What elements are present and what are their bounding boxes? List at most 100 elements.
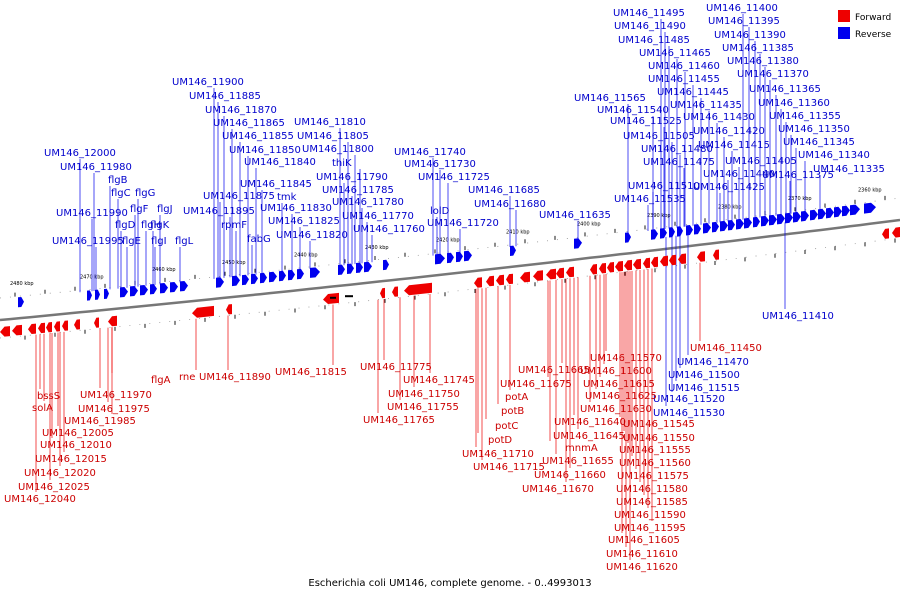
forward-gene-arrow xyxy=(28,323,36,334)
reverse-gene-label: flgG xyxy=(135,188,155,199)
reverse-gene-label: UM146_11340 xyxy=(798,150,870,161)
forward-gene-arrow xyxy=(882,228,889,239)
reverse-gene-label: UM146_11685 xyxy=(468,185,540,196)
reverse-gene-label: UM146_11635 xyxy=(539,210,611,221)
reverse-gene-label: UM146_11500 xyxy=(668,370,740,381)
forward-gene-label: UM146_11755 xyxy=(387,402,459,413)
reverse-gene-arrow xyxy=(801,210,809,222)
kbp-tick-label: 2450 kbp xyxy=(222,260,246,266)
forward-gene-label: UM146_11600 xyxy=(580,366,652,377)
reverse-gene-label: flgL xyxy=(175,236,194,247)
forward-gene-arrow xyxy=(599,263,606,274)
reverse-gene-label: UM146_11535 xyxy=(614,194,686,205)
reverse-gene-arrow xyxy=(338,264,345,275)
forward-gene-arrow xyxy=(54,321,60,332)
reverse-gene-label: flgJ xyxy=(157,204,173,215)
forward-gene-label: UM146_11590 xyxy=(614,510,686,521)
reverse-gene-arrow xyxy=(279,270,286,282)
forward-gene-label: UM146_11660 xyxy=(534,470,606,481)
forward-gene-arrow xyxy=(713,249,719,260)
reverse-gene-label: UM146_11445 xyxy=(657,87,729,98)
marker xyxy=(345,295,353,298)
forward-gene-label: UM146_11580 xyxy=(616,484,688,495)
forward-gene-label: UM146_11675 xyxy=(500,379,572,390)
reverse-gene-arrow xyxy=(87,290,92,301)
forward-gene-label: UM146_11710 xyxy=(462,449,534,460)
forward-gene-label: UM146_11610 xyxy=(606,549,678,560)
reverse-gene-label: rpmF xyxy=(221,220,247,231)
forward-gene-label: UM146_11450 xyxy=(690,343,762,354)
reverse-gene-arrow xyxy=(712,221,719,233)
reverse-gene-label: UM146_11480 xyxy=(641,144,713,155)
forward-gene-label: UM146_12025 xyxy=(18,482,90,493)
reverse-gene-arrow xyxy=(456,251,463,263)
reverse-gene-label: UM146_11805 xyxy=(297,131,369,142)
reverse-gene-arrow xyxy=(728,220,735,231)
forward-gene-label: UM146_11890 xyxy=(199,372,271,383)
reverse-gene-arrow xyxy=(625,232,631,243)
reverse-gene-arrow xyxy=(297,268,304,280)
forward-gene-arrow xyxy=(590,264,597,275)
reverse-gene-label: UM146_11740 xyxy=(394,147,466,158)
forward-gene-arrow xyxy=(546,268,556,280)
forward-gene-arrow xyxy=(74,319,80,330)
forward-gene-arrow xyxy=(697,251,705,262)
genome-backbone xyxy=(0,195,900,340)
forward-gene-label: UM146_11985 xyxy=(64,416,136,427)
reverse-gene-arrow xyxy=(347,263,354,274)
forward-gene-arrow xyxy=(62,320,68,331)
forward-gene-label: UM146_11775 xyxy=(360,362,432,373)
reverse-gene-label: UM146_11780 xyxy=(332,197,404,208)
reverse-gene-arrow xyxy=(769,214,777,226)
reverse-gene-arrow xyxy=(18,297,24,308)
marker xyxy=(330,296,336,299)
reverse-gene-label: UM146_11680 xyxy=(474,199,546,210)
forward-gene-arrow xyxy=(12,324,22,336)
forward-gene-label: UM146_11545 xyxy=(623,419,695,430)
reverse-gene-label: UM146_11405 xyxy=(725,156,797,167)
forward-gene-label: UM146_11750 xyxy=(388,389,460,400)
reverse-gene-label: UM146_11725 xyxy=(418,172,490,183)
reverse-gene-label: UM146_11760 xyxy=(353,224,425,235)
reverse-gene-label: UM146_11400 xyxy=(706,3,778,14)
forward-gene-label: UM146_12040 xyxy=(4,494,76,505)
reverse-gene-label: UM146_11800 xyxy=(302,144,374,155)
forward-gene-arrow xyxy=(0,326,10,337)
reverse-gene-arrow xyxy=(736,218,744,230)
label-leader-lines xyxy=(35,14,821,560)
forward-gene-label: potB xyxy=(501,406,524,417)
forward-gene-label: UM146_11630 xyxy=(580,404,652,415)
reverse-gene-arrow xyxy=(180,281,188,292)
forward-gene-label: UM146_11655 xyxy=(542,456,614,467)
reverse-gene-label: UM146_11435 xyxy=(670,100,742,111)
forward-gene-label: UM146_11815 xyxy=(275,367,347,378)
forward-gene-label: UM146_12010 xyxy=(40,440,112,451)
reverse-gene-arrow xyxy=(130,286,138,297)
reverse-gene-label: UM146_11485 xyxy=(618,35,690,46)
reverse-gene-label: UM146_11410 xyxy=(762,311,834,322)
forward-gene-label: UM146_11605 xyxy=(608,535,680,546)
reverse-gene-label: UM146_11515 xyxy=(668,383,740,394)
reverse-gene-arrow xyxy=(785,212,793,224)
kbp-tick-label: 2390 kbp xyxy=(647,213,671,219)
reverse-gene-arrow xyxy=(383,259,389,271)
reverse-gene-label: UM146_11885 xyxy=(189,91,261,102)
forward-gene-arrow xyxy=(108,315,117,327)
forward-gene-label: UM146_11550 xyxy=(623,433,695,444)
forward-gene-label: UM146_11745 xyxy=(403,375,475,386)
reverse-gene-label: UM146_11440 xyxy=(703,169,775,180)
reverse-gene-arrow xyxy=(260,272,267,284)
forward-gene-arrow xyxy=(38,322,45,334)
reverse-gene-label: UM146_11430 xyxy=(683,112,755,123)
forward-gene-label: UM146_11765 xyxy=(363,415,435,426)
forward-gene-arrow xyxy=(892,227,900,238)
forward-gene-label: UM146_12005 xyxy=(42,428,114,439)
reverse-gene-arrow xyxy=(826,207,834,219)
reverse-gene-label: UM146_11720 xyxy=(427,218,499,229)
forward-gene-label: solA xyxy=(32,403,53,414)
reverse-gene-label: UM146_11810 xyxy=(294,117,366,128)
reverse-gene-label: flgK xyxy=(150,220,170,231)
forward-gene-label: UM146_11595 xyxy=(614,523,686,534)
reverse-gene-arrow xyxy=(464,250,472,262)
